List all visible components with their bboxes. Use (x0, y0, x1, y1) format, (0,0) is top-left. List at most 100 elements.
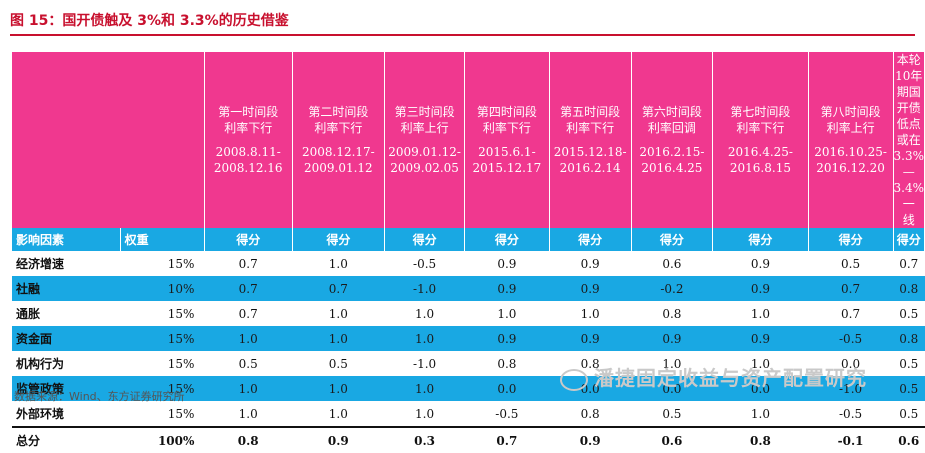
score-cell: 0.0 (464, 376, 550, 401)
score-cell: -1.0 (384, 276, 465, 301)
score-cell: 0.3 (384, 426, 465, 453)
score-cell: 0.8 (580, 356, 600, 371)
factor-row: 通胀 15% 0.7 1.0 1.0 1.0 1.0 0.8 1.0 0.7 0.5 (12, 301, 925, 326)
score-cell: 0.9 (497, 256, 517, 271)
score-cell: 0.8 (893, 276, 925, 301)
score-column-header: 得分 (893, 228, 925, 251)
wechat-icon (560, 368, 588, 391)
period-label: 第三时间段 利率上行 (394, 105, 455, 135)
score-cell: 0.7 (464, 426, 550, 453)
score-cell: 0.7 (899, 256, 919, 271)
period-header-9: 本轮10年期国 开债低点或在 3.3%—3.4%一 线 (893, 52, 925, 228)
score-cell: 0.8 (204, 426, 293, 453)
score-cell: -0.5 (839, 406, 863, 421)
data-source: 数据来源：Wind、东方证券研究所 (14, 390, 185, 403)
score-cell: 0.5 (328, 356, 348, 371)
period-range: 2016.2.15- 2016.4.25 (639, 145, 705, 175)
score-cell: 0.0 (631, 376, 713, 401)
factor-row: 监管政策 15% 1.0 1.0 1.0 0.0 0.0 0.0 0.0 -1.0 0.5 (12, 376, 925, 401)
period-range: 2015.6.1- 2015.12.17 (472, 145, 542, 175)
score-cell: 0.5 (662, 406, 682, 421)
score-cell: 0.9 (631, 326, 713, 351)
score-cell: 0.9 (464, 276, 550, 301)
score-cell: 0.5 (238, 356, 258, 371)
score-cell: -0.5 (495, 406, 519, 421)
score-cell: 0.7 (292, 276, 385, 301)
score-cell: 1.0 (292, 326, 385, 351)
score-cell: -0.5 (808, 326, 893, 351)
period-label: 第八时间段 利率上行 (820, 105, 881, 135)
period-label: 第六时间段 利率回调 (641, 105, 702, 135)
period-header-7: 第七时间段 利率下行 2016.4.25- 2016.8.15 (712, 52, 809, 228)
factor-weight: 15% (167, 306, 195, 321)
period-range: 2015.12.18- 2016.2.14 (553, 145, 627, 175)
period-label: 第五时间段 利率下行 (560, 105, 621, 135)
weight-column-header: 权重 (120, 228, 205, 251)
score-cell: 1.0 (750, 356, 770, 371)
score-column-header: 得分 (549, 228, 632, 251)
score-column-header: 得分 (712, 228, 809, 251)
total-row: 总分 100% 0.8 0.9 0.3 0.7 0.9 0.6 0.8 -0.1 0.6 (12, 426, 925, 453)
subheader-row: 影响因素 权重 得分 得分 得分 得分 得分 得分 得分 得分 得分 (12, 228, 925, 251)
score-cell: 0.8 (662, 306, 682, 321)
period-header-6: 第六时间段 利率回调 2016.2.15- 2016.4.25 (631, 52, 714, 228)
score-cell: 0.9 (549, 276, 632, 301)
score-cell: 0.8 (497, 356, 517, 371)
factor-column-header: 影响因素 (12, 228, 121, 251)
factor-row: 外部环境 15% 1.0 1.0 1.0 -0.5 0.8 0.5 1.0 -0.5 0.5 (12, 401, 925, 427)
score-cell: 0.7 (238, 306, 258, 321)
score-cell: 1.0 (204, 376, 293, 401)
score-cell: 1.0 (292, 376, 385, 401)
score-cell: 0.9 (549, 426, 632, 453)
factor-header-label: 影响因素 (16, 233, 65, 247)
factor-row: 社融 10% 0.7 0.7 -1.0 0.9 0.9 -0.2 0.9 0.7 0.8 (12, 276, 925, 301)
factor-name: 外部环境 (16, 407, 65, 421)
period-range: 2016.4.25- 2016.8.15 (727, 145, 793, 175)
factor-weight: 15% (167, 256, 195, 271)
period-header-3: 第三时间段 利率上行 2009.01.12- 2009.02.05 (384, 52, 466, 228)
score-cell: 0.6 (893, 426, 925, 453)
score-cell: 1.0 (384, 326, 465, 351)
header-corner (12, 52, 205, 228)
period-label: 第七时间段 利率下行 (730, 105, 791, 135)
score-cell: 0.9 (549, 326, 632, 351)
score-column-header: 得分 (384, 228, 466, 251)
score-cell: 1.0 (328, 406, 348, 421)
factor-name: 监管政策 (12, 376, 121, 401)
factor-name: 资金面 (12, 326, 121, 351)
header-row: 第一时间段 利率下行 2008.8.11- 2008.12.16 第二时间段 利率下… (12, 52, 925, 228)
score-cell: 1.0 (238, 406, 258, 421)
period-range: 2009.01.12- 2009.02.05 (388, 145, 461, 175)
watermark: 潘捷固定收益与资产配置研究 (560, 362, 867, 391)
factor-weight: 15% (167, 356, 195, 371)
score-column-header: 得分 (204, 228, 293, 251)
score-cell: 0.8 (893, 326, 925, 351)
score-cell: 0.7 (204, 276, 293, 301)
watermark-text: 潘捷固定收益与资产配置研究 (594, 366, 867, 390)
score-cell: -1.0 (413, 356, 437, 371)
period-range: 2008.12.17- 2009.01.12 (301, 145, 375, 175)
score-cell: 0.9 (712, 326, 809, 351)
period-header-4: 第四时间段 利率下行 2015.6.1- 2015.12.17 (464, 52, 550, 228)
factor-name: 机构行为 (16, 357, 65, 371)
score-cell: 0.9 (750, 256, 770, 271)
factor-weight: 15% (120, 326, 205, 351)
score-cell: 0.9 (464, 326, 550, 351)
score-cell: 1.0 (204, 326, 293, 351)
factor-weight: 100% (120, 426, 205, 453)
score-cell: 1.0 (750, 306, 770, 321)
score-column-header: 得分 (464, 228, 550, 251)
period-label: 第四时间段 利率下行 (476, 105, 537, 135)
score-cell: 1.0 (580, 306, 600, 321)
score-cell: -0.5 (413, 256, 437, 271)
figure-title: 图 15：国开债触及 3%和 3.3%的历史借鉴 (10, 13, 289, 29)
factor-weight: 10% (120, 276, 205, 301)
score-cell: 0.0 (712, 376, 809, 401)
score-cell: 1.0 (750, 406, 770, 421)
period-label: 第一时间段 利率下行 (218, 105, 279, 135)
score-cell: 0.8 (712, 426, 809, 453)
score-cell: 0.5 (841, 256, 861, 271)
period-label: 第二时间段 利率下行 (308, 105, 369, 135)
score-cell: 0.6 (631, 426, 713, 453)
score-cell: 1.0 (415, 406, 435, 421)
